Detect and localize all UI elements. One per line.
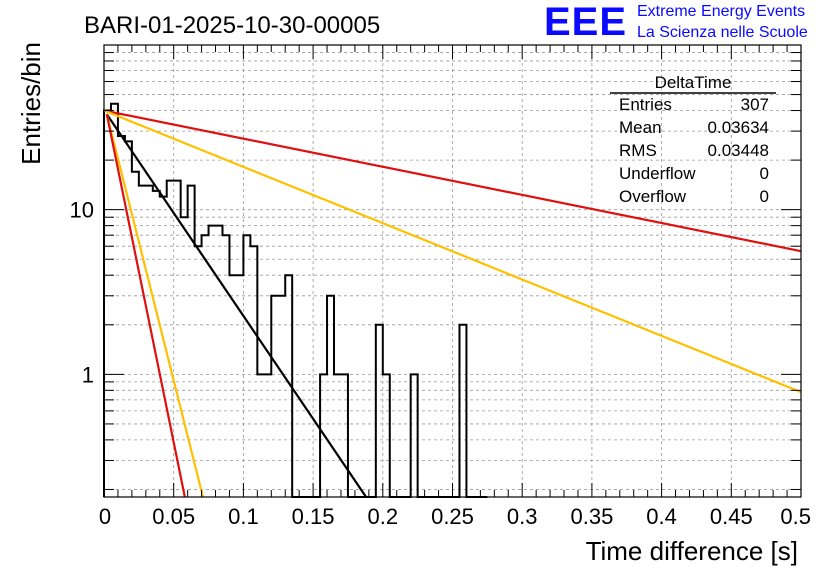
stats-value-entries: 307 [741, 95, 769, 114]
x-tick-label: 0 [99, 504, 111, 529]
fit-curves [103, 109, 802, 498]
stats-label-underflow: Underflow [619, 164, 696, 183]
x-tick-label: 0.35 [570, 504, 613, 529]
chart-title: BARI-01-2025-10-30-00005 [84, 12, 380, 39]
y-tick-label: 1 [82, 362, 94, 387]
logo-line-1: Extreme Energy Events [637, 3, 806, 20]
eee-logo-letters: EEE [544, 0, 628, 44]
stats-title: DeltaTime [655, 73, 732, 92]
axis-ticks [103, 44, 802, 497]
x-tick-label: 0.3 [507, 504, 538, 529]
logo-line-2: La Scienza nelle Scuole [637, 24, 808, 41]
stats-label-rms: RMS [619, 141, 657, 160]
stats-value-mean: 0.03634 [708, 118, 769, 137]
y-axis-label: Entries/bin [16, 42, 46, 165]
fit-line-slow-yellow [103, 109, 802, 394]
x-tick-label: 0.1 [228, 504, 259, 529]
grid [103, 44, 802, 497]
y-tick-label: 10 [70, 198, 94, 223]
x-tick-label: 0.4 [646, 504, 677, 529]
stats-value-rms: 0.03448 [708, 141, 769, 160]
fit-line-slow-red [103, 109, 802, 253]
stats-label-overflow: Overflow [619, 187, 687, 206]
stats-rows: Entries 307 Mean 0.03634 RMS 0.03448 Underflow… [619, 95, 769, 206]
y-tick-labels: 1 10 [70, 198, 94, 388]
stats-value-overflow: 0 [760, 187, 769, 206]
x-tick-label: 0.15 [292, 504, 335, 529]
stats-box: DeltaTime Entries 307 Mean 0.03634 RMS 0.0344… [610, 73, 776, 206]
stats-value-underflow: 0 [760, 164, 769, 183]
x-tick-label: 0.5 [780, 504, 811, 529]
x-tick-label: 0.25 [431, 504, 474, 529]
fit-line-fast-yellow [105, 113, 205, 498]
x-axis-label: Time difference [s] [586, 536, 798, 566]
stats-label-mean: Mean [619, 118, 662, 137]
x-tick-label: 0.2 [368, 504, 399, 529]
x-tick-labels: 0 0.05 0.1 0.15 0.2 0.25 0.3 0.35 0.4 0.45 0.5 [99, 504, 811, 529]
fit-line-fit [105, 113, 367, 498]
x-tick-label: 0.45 [710, 504, 753, 529]
stats-label-entries: Entries [619, 95, 672, 114]
x-tick-label: 0.05 [152, 504, 195, 529]
fit-line-fast-red [105, 113, 186, 498]
